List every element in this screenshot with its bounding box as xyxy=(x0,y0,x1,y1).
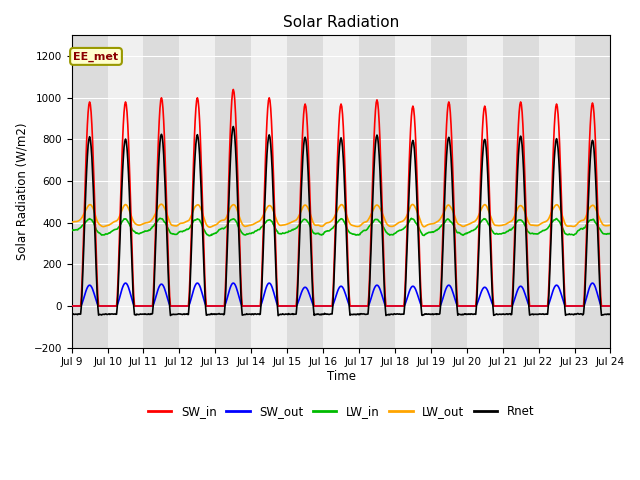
Rnet xyxy=(408,145,415,151)
Bar xyxy=(467,36,502,348)
Rnet xyxy=(68,312,76,317)
LW_out xyxy=(423,222,431,228)
SW_in xyxy=(230,86,237,92)
LW_out xyxy=(157,201,165,207)
LW_out xyxy=(133,222,141,228)
Bar xyxy=(323,36,359,348)
Rnet xyxy=(423,312,431,317)
LW_out xyxy=(77,216,85,221)
Bar xyxy=(287,36,323,348)
SW_in xyxy=(188,229,195,235)
Bar xyxy=(252,36,287,348)
LW_in xyxy=(205,233,213,239)
Line: Rnet: Rnet xyxy=(72,127,610,316)
Line: LW_in: LW_in xyxy=(72,218,610,236)
Line: LW_out: LW_out xyxy=(72,204,610,227)
LW_in xyxy=(68,228,76,234)
LW_out xyxy=(606,222,614,228)
LW_in xyxy=(218,226,225,231)
Bar xyxy=(575,36,611,348)
Y-axis label: Solar Radiation (W/m2): Solar Radiation (W/m2) xyxy=(15,123,28,260)
Bar xyxy=(215,36,252,348)
Rnet xyxy=(275,313,282,319)
Rnet xyxy=(230,124,237,130)
Rnet xyxy=(133,311,141,317)
SW_in xyxy=(422,303,430,309)
Rnet xyxy=(188,247,195,253)
SW_out xyxy=(407,286,415,291)
LW_in xyxy=(156,216,164,221)
X-axis label: Time: Time xyxy=(326,370,356,383)
Bar xyxy=(395,36,431,348)
SW_out xyxy=(422,303,430,309)
Bar xyxy=(179,36,215,348)
LW_in xyxy=(77,224,85,230)
Rnet xyxy=(77,303,85,309)
LW_in xyxy=(133,230,141,236)
Legend: SW_in, SW_out, LW_in, LW_out, Rnet: SW_in, SW_out, LW_in, LW_out, Rnet xyxy=(143,400,539,423)
SW_in xyxy=(133,303,141,309)
Title: Solar Radiation: Solar Radiation xyxy=(283,15,399,30)
LW_in xyxy=(606,231,614,237)
SW_in xyxy=(77,293,85,299)
SW_in xyxy=(68,303,76,309)
Line: SW_out: SW_out xyxy=(72,283,610,306)
SW_out xyxy=(188,292,196,298)
Bar xyxy=(108,36,143,348)
Bar xyxy=(431,36,467,348)
LW_in xyxy=(423,230,431,236)
Rnet xyxy=(216,311,223,317)
SW_out xyxy=(606,303,614,309)
Bar xyxy=(72,36,108,348)
LW_in xyxy=(408,216,415,221)
Bar xyxy=(359,36,395,348)
Rnet xyxy=(606,312,614,317)
SW_out xyxy=(122,280,129,286)
SW_out xyxy=(77,302,85,308)
LW_out xyxy=(218,218,225,224)
SW_in xyxy=(407,126,415,132)
SW_out xyxy=(68,303,76,309)
LW_out xyxy=(68,219,76,225)
Bar xyxy=(143,36,179,348)
LW_in xyxy=(188,220,196,226)
SW_out xyxy=(217,303,225,309)
Bar xyxy=(539,36,575,348)
SW_in xyxy=(606,303,614,309)
LW_out xyxy=(188,210,196,216)
Bar xyxy=(502,36,539,348)
Text: EE_met: EE_met xyxy=(74,51,118,61)
LW_out xyxy=(408,202,415,208)
Line: SW_in: SW_in xyxy=(72,89,610,306)
SW_in xyxy=(216,303,223,309)
LW_out xyxy=(206,224,214,230)
SW_out xyxy=(134,303,141,309)
